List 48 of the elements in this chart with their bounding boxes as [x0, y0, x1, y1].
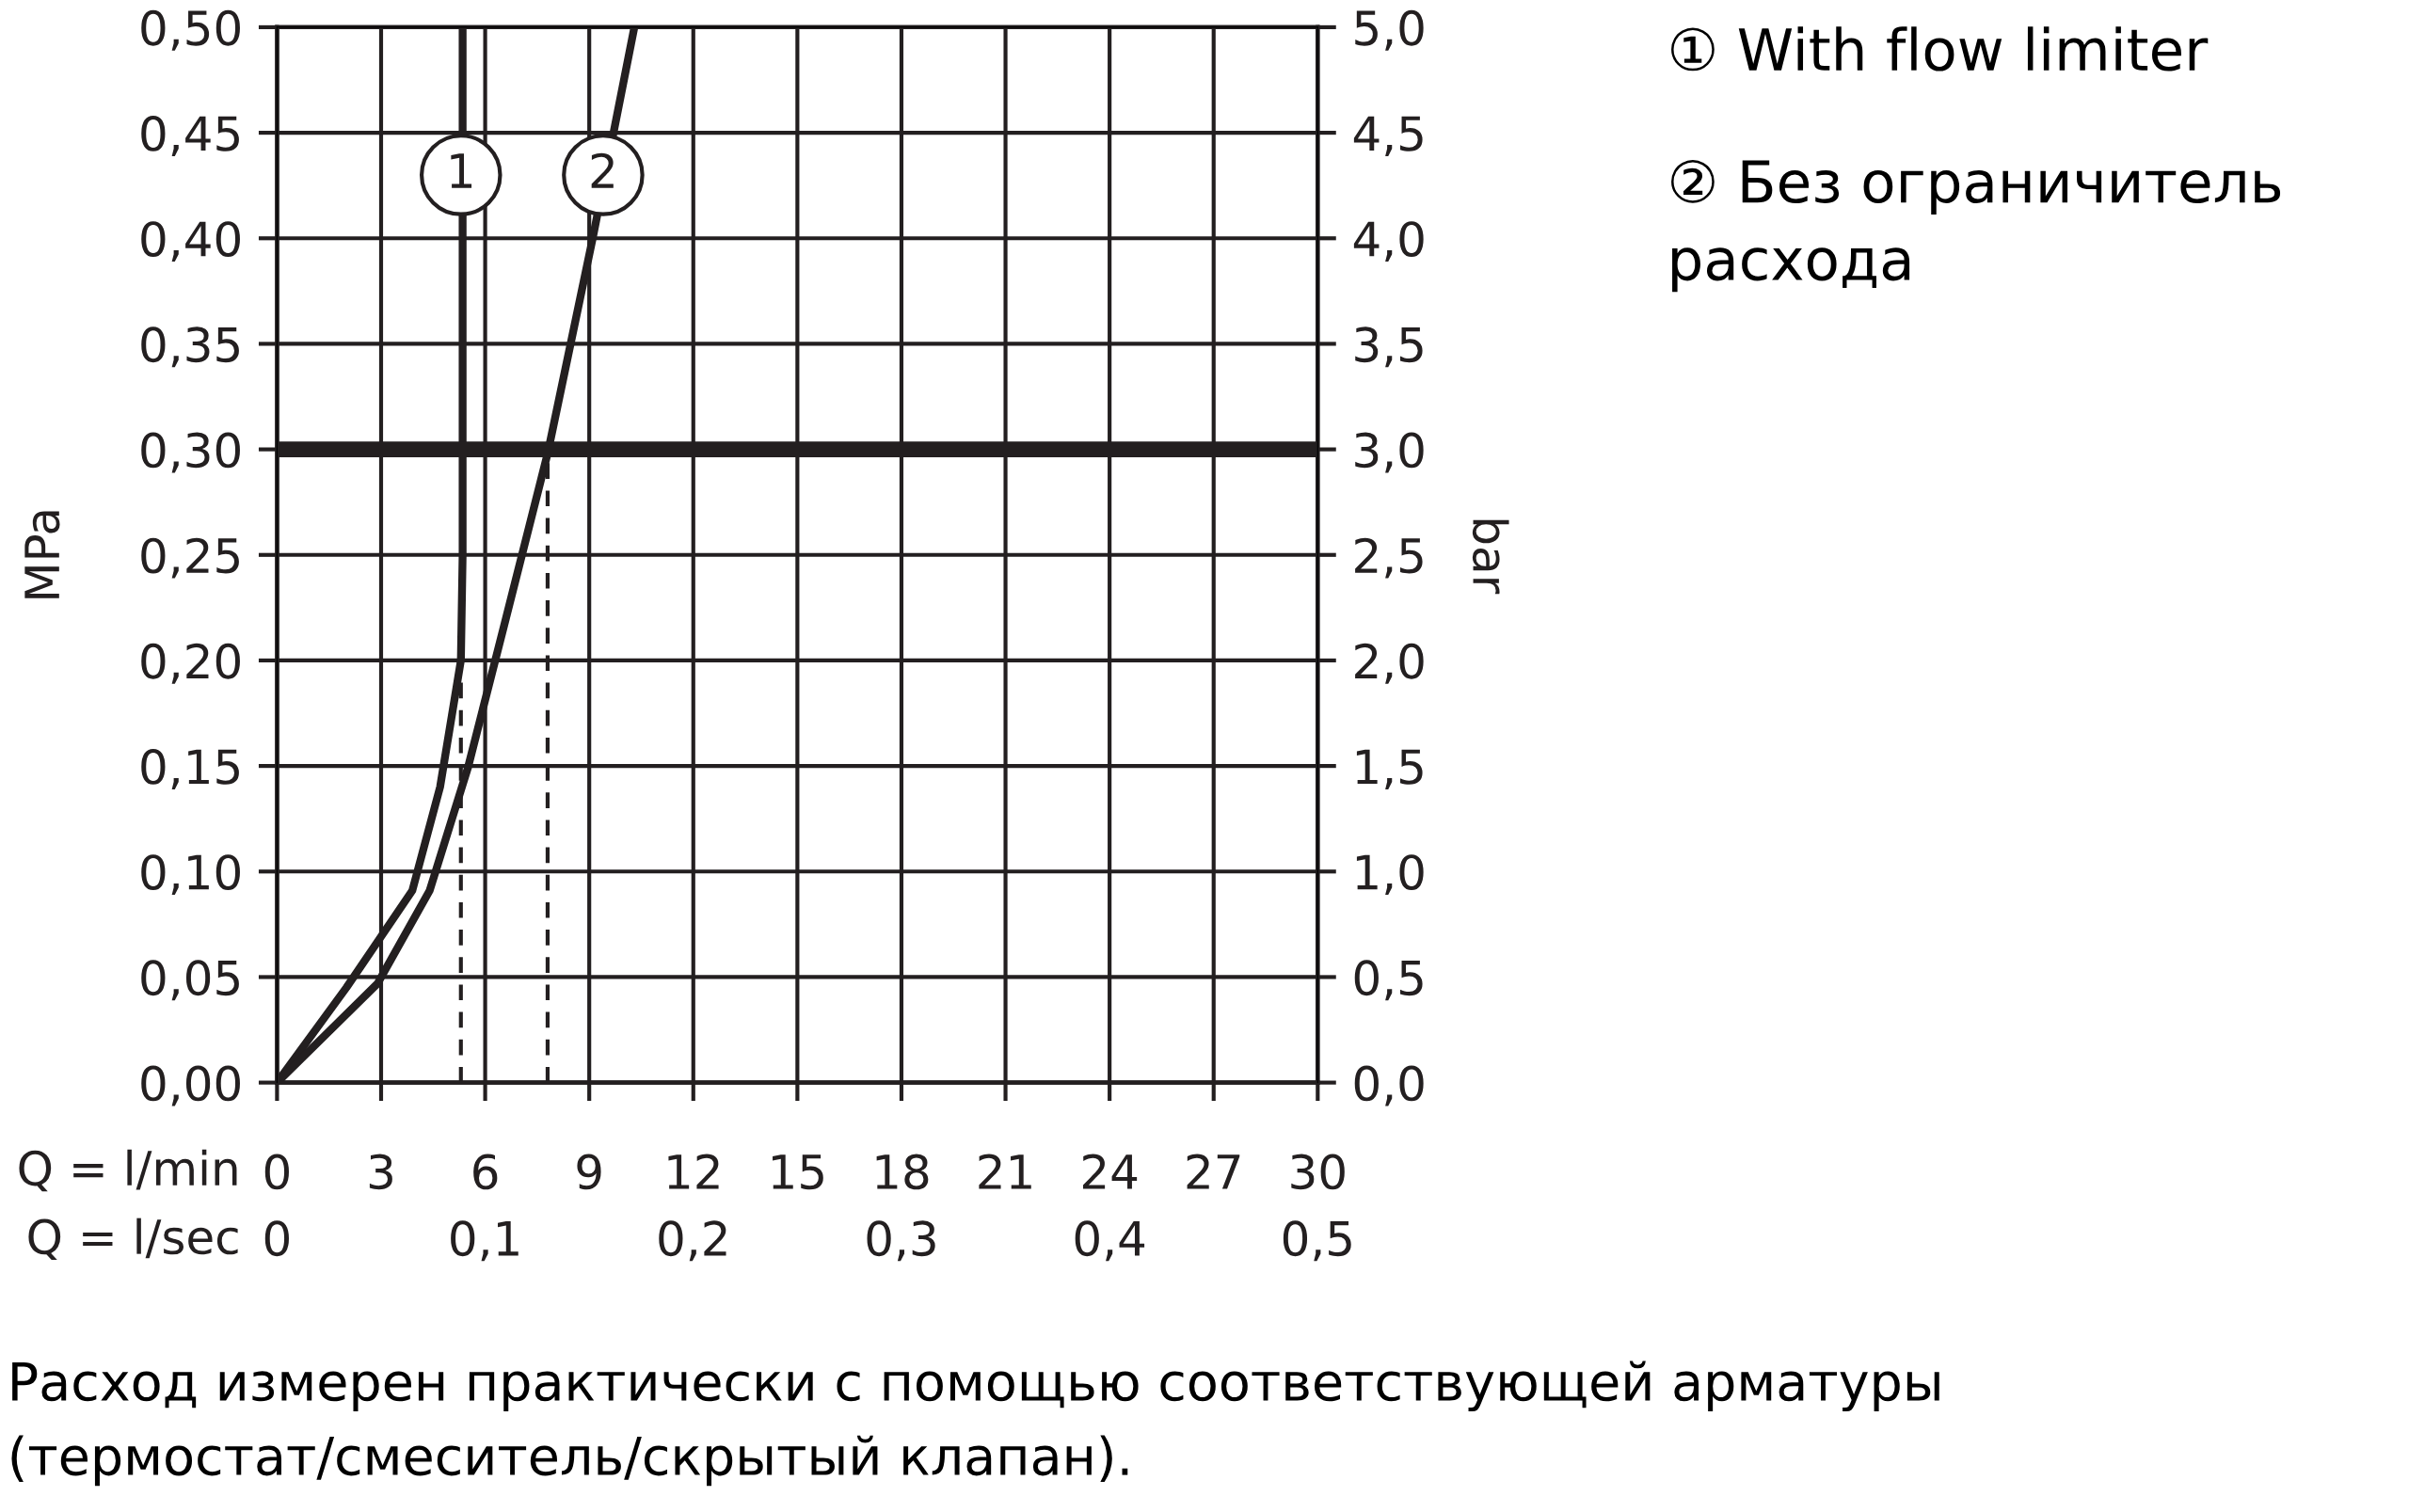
- x2-tick-label: 0: [264, 1220, 289, 1257]
- y-tick-label: 0,35: [141, 326, 239, 368]
- y2-axis-title: bar: [1472, 519, 1509, 595]
- y2-tick-label: 1,5: [1356, 749, 1423, 789]
- text: ② Без ограничитель расхода: [1671, 160, 2281, 293]
- x2-tick-label: 0,3: [867, 1220, 935, 1262]
- y2-tick-label: 0,5: [1354, 960, 1423, 1001]
- x2-tick-label: 0,4: [1075, 1220, 1145, 1262]
- y-tick-label: 0,15: [141, 748, 239, 789]
- x-tick-label: 27: [1187, 1154, 1240, 1189]
- y-tick-label: 0,20: [141, 643, 240, 684]
- x-tick-label: 12: [668, 1154, 719, 1189]
- x-tick-label: 15: [773, 1154, 823, 1190]
- y2-tick-label: 3,0: [1355, 432, 1424, 473]
- x-tick-label: 21: [979, 1154, 1031, 1189]
- x-tick-label: 3: [369, 1154, 392, 1190]
- annotation: 1: [451, 153, 472, 188]
- y-axis-title: MPa: [24, 511, 60, 598]
- x-tick-label: 0: [264, 1154, 289, 1190]
- text: Расход измерен практически с помощью соответствующей арматуры (термостат/смеситель/скрытый клапан).: [11, 1361, 1939, 1487]
- y-tick-label: 0,30: [141, 432, 240, 473]
- y-tick-label: 0,10: [141, 854, 240, 896]
- x2-tick-label: 0,2: [659, 1220, 726, 1262]
- y-tick-label: 0,25: [141, 537, 239, 579]
- x-tick-label: 30: [1291, 1154, 1345, 1190]
- y2-tick-label: 0,0: [1354, 1065, 1424, 1106]
- x2-axis-title: Q = l/sec: [28, 1218, 238, 1261]
- y-tick-label: 0,05: [141, 960, 239, 1001]
- x-tick-label: 6: [473, 1154, 498, 1190]
- x2-tick-label: 0,1: [451, 1220, 518, 1262]
- y2-tick-label: 4,0: [1353, 221, 1424, 263]
- x-tick-label: 9: [577, 1154, 601, 1190]
- annotation: 2: [591, 152, 614, 188]
- y2-tick-label: 3,5: [1355, 326, 1423, 368]
- y-tick-label: 0,45: [141, 115, 239, 156]
- y2-tick-label: 5,0: [1355, 9, 1424, 51]
- y-tick-label: 0,50: [141, 9, 240, 51]
- text: ① With flow limiter: [1671, 26, 2209, 72]
- x2-tick-label: 0,5: [1283, 1220, 1351, 1262]
- y2-tick-label: 2,5: [1355, 537, 1423, 579]
- y2-tick-label: 4,5: [1353, 116, 1423, 156]
- x-tick-label: 18: [876, 1154, 929, 1190]
- y-tick-label: 0,40: [141, 221, 240, 263]
- x-axis-title: Q = l/min: [19, 1149, 237, 1192]
- x-tick-label: 24: [1082, 1154, 1138, 1189]
- y2-tick-label: 2,0: [1355, 643, 1424, 684]
- y2-tick-label: 1,0: [1356, 854, 1424, 896]
- y-tick-label: 0,00: [141, 1065, 240, 1106]
